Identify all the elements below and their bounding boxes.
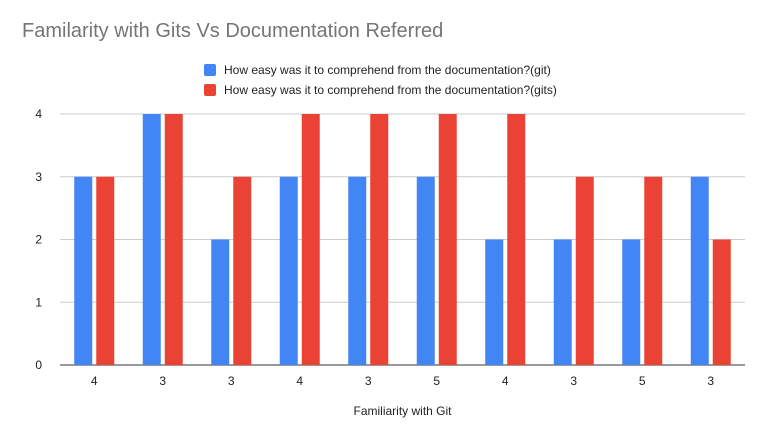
y-tick-label: 4 [35, 107, 42, 121]
chart-title: Familarity with Gits Vs Documentation Re… [22, 20, 444, 42]
y-tick-label: 1 [35, 295, 42, 309]
bars [74, 114, 731, 365]
bar-series-1-cat-10 [690, 176, 709, 365]
legend-swatch-series-2 [204, 84, 216, 96]
x-tick-label: 3 [228, 374, 235, 388]
bar-series-1-cat-4 [279, 176, 298, 365]
bar-series-2-cat-7 [507, 114, 526, 365]
bar-series-2-cat-4 [301, 114, 320, 365]
bar-series-1-cat-9 [622, 239, 641, 365]
bar-series-1-cat-8 [553, 239, 572, 365]
bar-series-1-cat-3 [211, 239, 230, 365]
grid-lines [60, 113, 745, 366]
y-tick-label: 3 [35, 170, 42, 184]
bar-series-2-cat-1 [96, 176, 115, 365]
bar-series-2-cat-8 [575, 176, 594, 365]
x-tick-label: 5 [433, 374, 440, 388]
bar-series-1-cat-2 [142, 114, 161, 365]
x-tick-label: 3 [159, 374, 166, 388]
x-axis-ticks: 4 3 3 4 3 5 4 3 5 3 [91, 374, 715, 388]
bar-series-2-cat-10 [712, 239, 731, 365]
x-tick-label: 4 [502, 374, 509, 388]
bar-series-1-cat-5 [348, 176, 367, 365]
bar-series-1-cat-7 [485, 239, 504, 365]
x-tick-label: 5 [639, 374, 646, 388]
legend-label-series-1: How easy was it to comprehend from the d… [224, 63, 551, 77]
x-tick-label: 3 [365, 374, 372, 388]
bar-series-2-cat-3 [233, 176, 252, 365]
bar-series-2-cat-5 [370, 114, 389, 365]
bar-series-2-cat-6 [438, 114, 457, 365]
bar-series-2-cat-9 [644, 176, 663, 365]
x-axis-label: Familiarity with Git [353, 404, 452, 418]
y-axis-ticks: 0 1 2 3 4 [35, 107, 42, 372]
legend-swatch-series-1 [204, 64, 216, 76]
y-tick-label: 0 [35, 358, 42, 372]
x-tick-label: 3 [707, 374, 714, 388]
y-tick-label: 2 [35, 233, 42, 247]
x-tick-label: 4 [296, 374, 303, 388]
legend-item-series-2: How easy was it to comprehend from the d… [204, 80, 624, 100]
x-tick-label: 3 [570, 374, 577, 388]
legend-item-series-1: How easy was it to comprehend from the d… [204, 60, 624, 80]
legend: How easy was it to comprehend from the d… [204, 60, 624, 100]
bar-series-2-cat-2 [164, 114, 183, 365]
legend-label-series-2: How easy was it to comprehend from the d… [224, 83, 557, 97]
x-tick-label: 4 [91, 374, 98, 388]
bar-series-1-cat-1 [74, 176, 93, 365]
bar-series-1-cat-6 [416, 176, 435, 365]
